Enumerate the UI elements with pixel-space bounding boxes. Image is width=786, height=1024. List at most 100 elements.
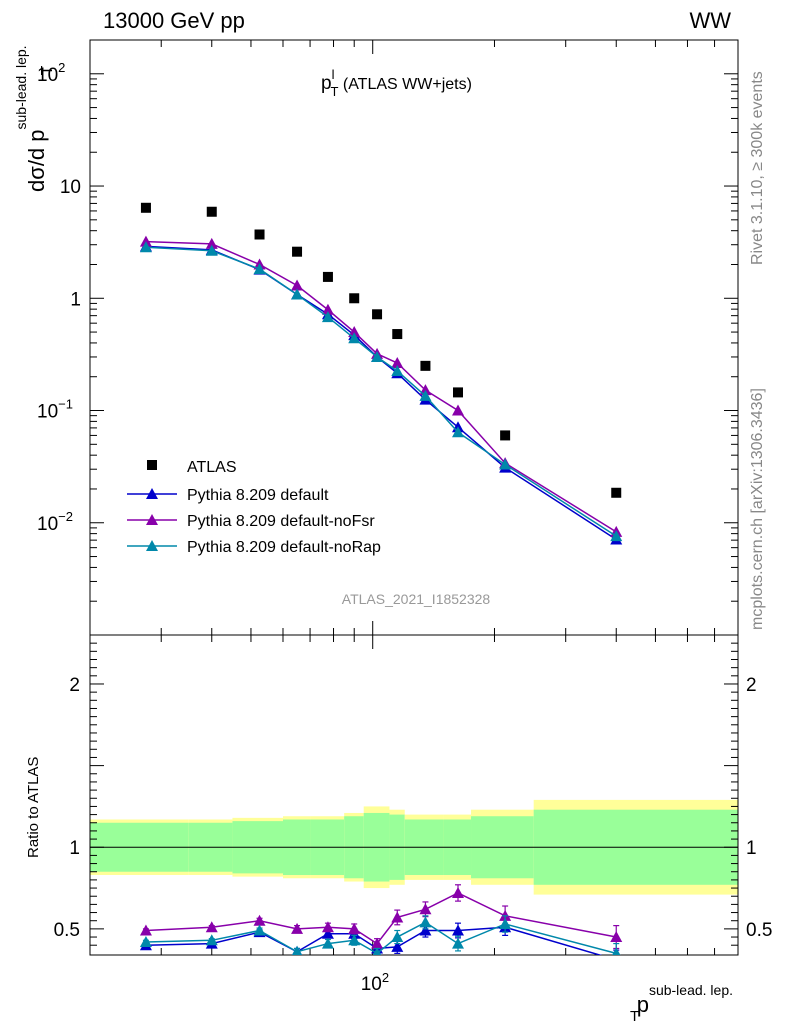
legend-marker-norap bbox=[146, 540, 158, 551]
data-point-atlas bbox=[206, 206, 217, 217]
series-marker-2 bbox=[452, 404, 465, 416]
ratio-marker-2 bbox=[253, 924, 266, 936]
series-marker-2 bbox=[391, 357, 404, 369]
main-y-tick-label-base: 1 bbox=[70, 289, 81, 310]
ratio-y-tick-label-left: 1 bbox=[69, 838, 80, 859]
data-point-atlas bbox=[611, 487, 622, 498]
main-ylabel-text: dσ/d p bbox=[24, 129, 49, 192]
legend-label-atlas: ATLAS bbox=[187, 459, 237, 476]
main-y-tick-label: 10 bbox=[60, 177, 81, 198]
series-marker-3 bbox=[139, 241, 152, 253]
main-y-tick-label-exp: −2 bbox=[58, 509, 73, 524]
series-line-2 bbox=[145, 240, 617, 533]
legend-label-nofsr: Pythia 8.209 default-noFsr bbox=[187, 513, 375, 530]
data-point-atlas bbox=[349, 293, 360, 304]
ratio-marker-1 bbox=[348, 922, 361, 934]
ratio-marker-1 bbox=[253, 914, 266, 926]
main-ylabel-sub: T bbox=[39, 65, 56, 75]
ratio-marker-1 bbox=[205, 921, 218, 933]
ratio-marker-0 bbox=[452, 924, 465, 936]
data-point-atlas bbox=[140, 202, 151, 213]
x-tick-label-base: 10 bbox=[361, 974, 382, 995]
main-title: pl T (ATLAS WW+jets) bbox=[321, 67, 472, 99]
series-marker-3 bbox=[610, 530, 623, 542]
series-marker-3 bbox=[253, 263, 266, 275]
main-title-rest: (ATLAS WW+jets) bbox=[338, 76, 472, 93]
main-ylabel-sup: sub-lead. lep. bbox=[13, 45, 29, 129]
x-tick-label: 102 bbox=[361, 970, 389, 995]
series-marker-2 bbox=[321, 303, 334, 315]
main-y-tick-label-base: 10 bbox=[37, 65, 58, 86]
ratio-marker-0 bbox=[391, 940, 404, 952]
ratio-frame bbox=[89, 634, 739, 956]
ratio-marker-2 bbox=[139, 935, 152, 947]
ratio-marker-2 bbox=[321, 937, 334, 949]
ratio-y-tick-label-right: 0.5 bbox=[746, 920, 772, 941]
ratio-marker-2 bbox=[612, 947, 621, 955]
xlabel-sub: T bbox=[630, 1008, 639, 1024]
ratio-marker-2 bbox=[499, 917, 512, 929]
ratio-marker-0 bbox=[419, 924, 432, 936]
main-y-tick-label: 10−2 bbox=[37, 509, 73, 535]
ratio-marker-2 bbox=[372, 947, 382, 955]
ratio-marker-1 bbox=[452, 886, 465, 898]
ratio-marker-1 bbox=[371, 937, 384, 949]
data-point-atlas bbox=[322, 271, 333, 282]
data-point-atlas bbox=[420, 360, 431, 371]
legend-marker-atlas bbox=[147, 460, 157, 470]
ratio-marker-2 bbox=[391, 931, 404, 943]
header-left: 13000 GeV pp bbox=[103, 8, 245, 33]
data-point-atlas bbox=[392, 329, 403, 340]
ratio-marker-2 bbox=[348, 934, 361, 946]
main-y-tick-label-base: 10 bbox=[37, 402, 58, 423]
ratio-marker-1 bbox=[419, 903, 432, 915]
ratio-marker-0 bbox=[321, 927, 334, 939]
main-y-tick-label-exp: 2 bbox=[58, 60, 65, 75]
series-marker-3 bbox=[371, 350, 384, 362]
series-marker-3 bbox=[291, 288, 304, 300]
ratio-marker-1 bbox=[391, 911, 404, 923]
series-marker-3 bbox=[499, 458, 512, 470]
main-title-sup: l bbox=[332, 67, 335, 82]
ratio-marker-2 bbox=[452, 937, 465, 949]
series-marker-3 bbox=[321, 311, 334, 323]
data-point-atlas bbox=[254, 229, 265, 240]
series-marker-2 bbox=[205, 237, 218, 249]
series-marker-3 bbox=[205, 244, 218, 256]
xlabel-p: p bbox=[637, 992, 649, 1017]
header-right: WW bbox=[689, 8, 731, 33]
ratio-line-0 bbox=[145, 926, 603, 955]
ratio-marker-2 bbox=[419, 916, 432, 928]
mcplots-label: mcplots.cern.ch [arXiv:1306.3436] bbox=[749, 388, 766, 630]
data-point-atlas bbox=[500, 430, 511, 441]
xlabel: psub-lead. lep. T bbox=[630, 982, 733, 1024]
ratio-marker-1 bbox=[139, 924, 152, 936]
legend-label-norap: Pythia 8.209 default-noRap bbox=[187, 539, 381, 556]
ratio-marker-1 bbox=[291, 922, 304, 934]
ratio-marker-2 bbox=[291, 945, 303, 955]
main-title-p: p bbox=[321, 73, 332, 94]
ratio-y-tick-label-left: 2 bbox=[69, 675, 80, 696]
series-line-3 bbox=[145, 246, 617, 537]
analysis-watermark: ATLAS_2021_I1852328 bbox=[342, 591, 491, 607]
ratio-line-1 bbox=[145, 892, 617, 945]
legend-marker-nofsr bbox=[146, 514, 158, 525]
ratio-y-tick-label-right: 1 bbox=[746, 838, 757, 859]
ratio-y-tick-label-left: 0.5 bbox=[54, 920, 80, 941]
series-marker-3 bbox=[452, 426, 465, 438]
data-point-atlas bbox=[453, 387, 464, 398]
series-marker-3 bbox=[419, 389, 432, 401]
ratio-ylabel: Ratio to ATLAS bbox=[25, 757, 42, 858]
main-y-tick-label: 102 bbox=[37, 60, 65, 86]
legend-label-default: Pythia 8.209 default bbox=[187, 487, 329, 504]
legend-marker-default bbox=[146, 488, 158, 499]
ratio-marker-1 bbox=[610, 931, 623, 943]
main-ylabel: dσ/d psub-lead. lep. T bbox=[13, 45, 56, 192]
main-y-tick-label: 1 bbox=[70, 289, 81, 310]
ratio-y-tick-label-right: 2 bbox=[746, 675, 757, 696]
data-point-atlas bbox=[372, 309, 383, 320]
ratio-series-group bbox=[139, 884, 623, 955]
ratio-marker-1 bbox=[321, 921, 334, 933]
series-marker-3 bbox=[391, 364, 404, 376]
main-y-tick-label-exp: −1 bbox=[58, 397, 73, 412]
